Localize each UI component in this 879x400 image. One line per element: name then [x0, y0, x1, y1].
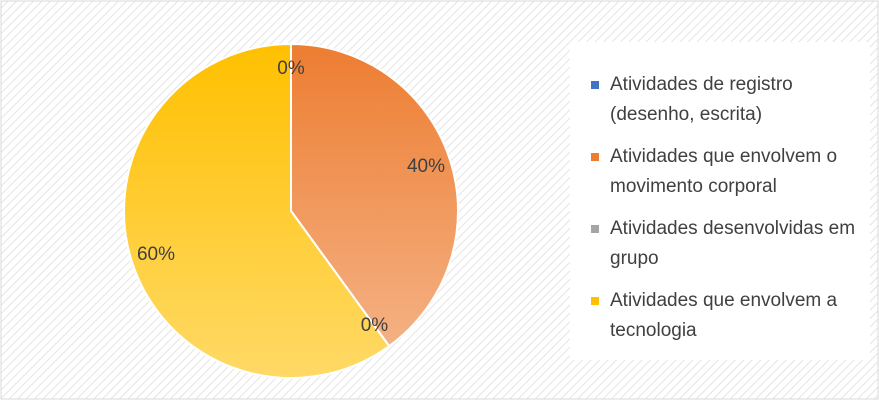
legend-item: Atividades de registro (desenho, escrita…: [570, 70, 870, 130]
legend-swatch: [591, 153, 599, 161]
legend-item: Atividades que envolvem a tecnologia: [570, 286, 870, 346]
legend: Atividades de registro (desenho, escrita…: [570, 42, 870, 360]
legend-swatch: [591, 81, 599, 89]
pie-slice: [123, 42, 391, 379]
legend-item: Atividades que envolvem o movimento corp…: [570, 142, 870, 202]
legend-label: Atividades desenvolvidas em grupo: [610, 218, 856, 269]
legend-swatch: [591, 225, 599, 233]
data-label: 60%: [137, 244, 175, 265]
pie-slice: [290, 42, 459, 348]
data-label: 40%: [407, 156, 445, 177]
legend-item: Atividades desenvolvidas em grupo: [570, 214, 870, 274]
legend-label: Atividades que envolvem o movimento corp…: [610, 146, 838, 197]
data-label: 0%: [361, 315, 389, 336]
legend-swatch: [591, 297, 599, 305]
data-label: 0%: [277, 58, 305, 79]
legend-label: Atividades que envolvem a tecnologia: [610, 290, 838, 341]
legend-label: Atividades de registro (desenho, escrita…: [610, 74, 793, 125]
